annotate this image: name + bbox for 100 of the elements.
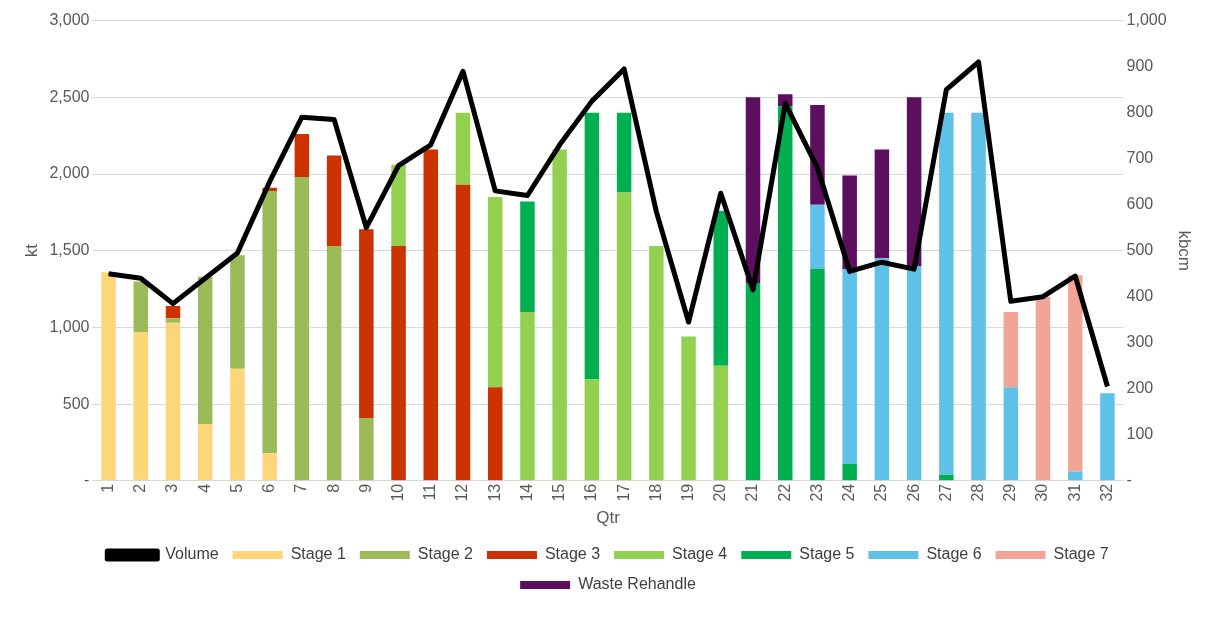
bar <box>133 281 149 332</box>
bar <box>1003 387 1019 481</box>
bar <box>777 106 793 481</box>
x-tick-label: 31 <box>1065 483 1083 502</box>
y-tick-label: 500 <box>62 394 90 412</box>
bar <box>649 246 664 481</box>
bar <box>713 365 729 481</box>
bar <box>455 184 471 481</box>
bar <box>874 258 890 481</box>
x-tick-label: 8 <box>324 483 342 493</box>
bar <box>552 149 567 481</box>
y2-tick-label: 100 <box>1126 425 1154 443</box>
bar <box>1100 393 1115 481</box>
x-tick-label: 11 <box>421 483 439 501</box>
y2-tick-label: 600 <box>1126 195 1154 213</box>
y2-tick-label: 500 <box>1126 241 1154 259</box>
y2-tick-label: - <box>1126 471 1132 489</box>
x-axis-title: Qtr <box>596 508 621 528</box>
legend-label: Stage 3 <box>544 545 601 563</box>
bar <box>1035 296 1051 481</box>
bar <box>197 276 213 425</box>
bar <box>520 312 535 481</box>
x-tick-label: 24 <box>840 483 858 502</box>
y-tick-label: 1,000 <box>49 317 90 335</box>
bar <box>262 190 277 454</box>
legend-label: Stage 7 <box>1053 545 1109 563</box>
y-tick-label: - <box>84 471 90 489</box>
x-tick-label: 29 <box>1001 483 1019 502</box>
bar <box>520 201 535 313</box>
x-tick-label: 3 <box>163 483 181 493</box>
bar <box>326 155 342 247</box>
bar <box>423 149 439 481</box>
y2-tick-label: 200 <box>1126 379 1154 397</box>
bar <box>939 112 954 475</box>
legend-label: Stage 5 <box>799 545 855 563</box>
y2-tick-label: 300 <box>1126 333 1154 351</box>
bar <box>616 192 632 481</box>
bar <box>165 322 181 481</box>
bar <box>1067 275 1083 472</box>
x-tick-label: 23 <box>807 483 825 502</box>
bar <box>101 272 116 481</box>
bar <box>1003 312 1019 388</box>
x-tick-label: 4 <box>195 483 213 493</box>
bar <box>487 197 503 388</box>
y-tick-label: 1,500 <box>49 241 90 259</box>
bar <box>842 175 857 270</box>
y2-tick-label: 1,000 <box>1126 11 1167 29</box>
x-tick-label: 32 <box>1097 483 1115 502</box>
bar <box>197 424 213 481</box>
x-tick-label: 10 <box>388 483 406 502</box>
bar <box>584 112 600 380</box>
bar <box>230 368 245 481</box>
x-tick-label: 21 <box>743 483 761 502</box>
y2-tick-label: 400 <box>1126 287 1154 305</box>
y-tick-label: 3,000 <box>49 11 90 29</box>
x-tick-label: 26 <box>904 483 922 502</box>
bar <box>294 177 310 481</box>
x-tick-label: 1 <box>98 483 116 493</box>
y2-tick-label: 900 <box>1126 57 1154 75</box>
legend-label: Stage 1 <box>290 545 346 563</box>
bar <box>294 134 310 178</box>
bar <box>391 246 406 481</box>
legend-label: Volume <box>165 545 219 563</box>
x-tick-label: 30 <box>1033 483 1051 502</box>
x-tick-label: 16 <box>582 483 600 502</box>
bar <box>616 112 632 193</box>
x-tick-label: 12 <box>453 483 471 502</box>
bar <box>906 266 922 481</box>
x-tick-label: 2 <box>131 483 149 493</box>
x-tick-label: 13 <box>485 483 503 502</box>
x-tick-label: 27 <box>936 483 954 502</box>
bar <box>745 282 761 481</box>
bar <box>262 453 277 481</box>
x-tick-label: 6 <box>260 483 278 493</box>
bar <box>487 387 503 481</box>
bar <box>842 463 857 481</box>
x-tick-label: 14 <box>517 483 535 502</box>
legend-label: Stage 2 <box>417 545 474 563</box>
x-tick-label: 28 <box>968 483 986 502</box>
x-tick-label: 22 <box>775 483 793 502</box>
bar <box>133 332 149 481</box>
bar <box>842 269 857 464</box>
y2-tick-label: 700 <box>1126 149 1154 167</box>
bar <box>971 112 986 481</box>
x-tick-label: 18 <box>646 483 664 502</box>
x-tick-label: 9 <box>356 483 374 493</box>
bar <box>359 417 374 481</box>
x-tick-label: 19 <box>678 483 696 502</box>
bar <box>165 318 181 323</box>
bar <box>874 149 890 259</box>
x-tick-label: 25 <box>872 483 890 502</box>
x-tick-label: 20 <box>711 483 729 502</box>
legend-label: Stage 4 <box>672 545 728 563</box>
legend-label: Stage 6 <box>926 545 982 563</box>
bar <box>455 112 471 185</box>
bar <box>391 164 406 247</box>
legend-label: Waste Rehandle <box>578 575 696 593</box>
bar <box>584 379 600 481</box>
bar <box>810 204 825 270</box>
bar <box>713 210 729 366</box>
